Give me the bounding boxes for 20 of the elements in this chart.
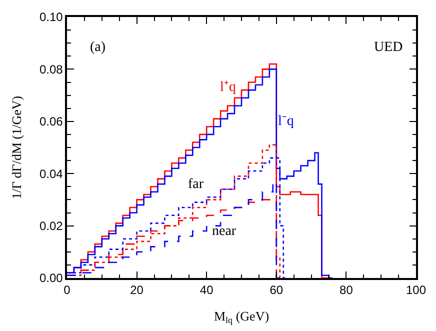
- x-axis-title: M$_{lq}$ (GeV): [214, 308, 270, 325]
- y-tick-label: 0.10: [39, 10, 64, 24]
- annotation: UED: [374, 40, 403, 55]
- annotation: far: [188, 177, 204, 192]
- x-tick-label: 60: [270, 283, 284, 298]
- y-axis-title: 1/Γ dΓ/dM (1/GeV): [8, 96, 24, 200]
- y-tick-label: 0.02: [39, 219, 64, 233]
- y-tick-label: 0.08: [39, 62, 64, 76]
- y-tick-label: 0.06: [39, 114, 64, 129]
- series-label: l⁻q: [278, 114, 294, 129]
- annotation: (a): [90, 40, 106, 55]
- series-label: l⁺q: [220, 80, 236, 95]
- annotation: near: [212, 224, 236, 239]
- x-tick-label: 0: [64, 283, 71, 298]
- y-tick-label: 0.04: [39, 166, 64, 181]
- x-tick-label: 40: [200, 283, 214, 298]
- x-tick-label: 100: [406, 283, 426, 298]
- x-tick-label: 80: [340, 283, 354, 298]
- y-tick-label: 0.00: [39, 271, 64, 286]
- x-tick-label: 20: [130, 283, 144, 298]
